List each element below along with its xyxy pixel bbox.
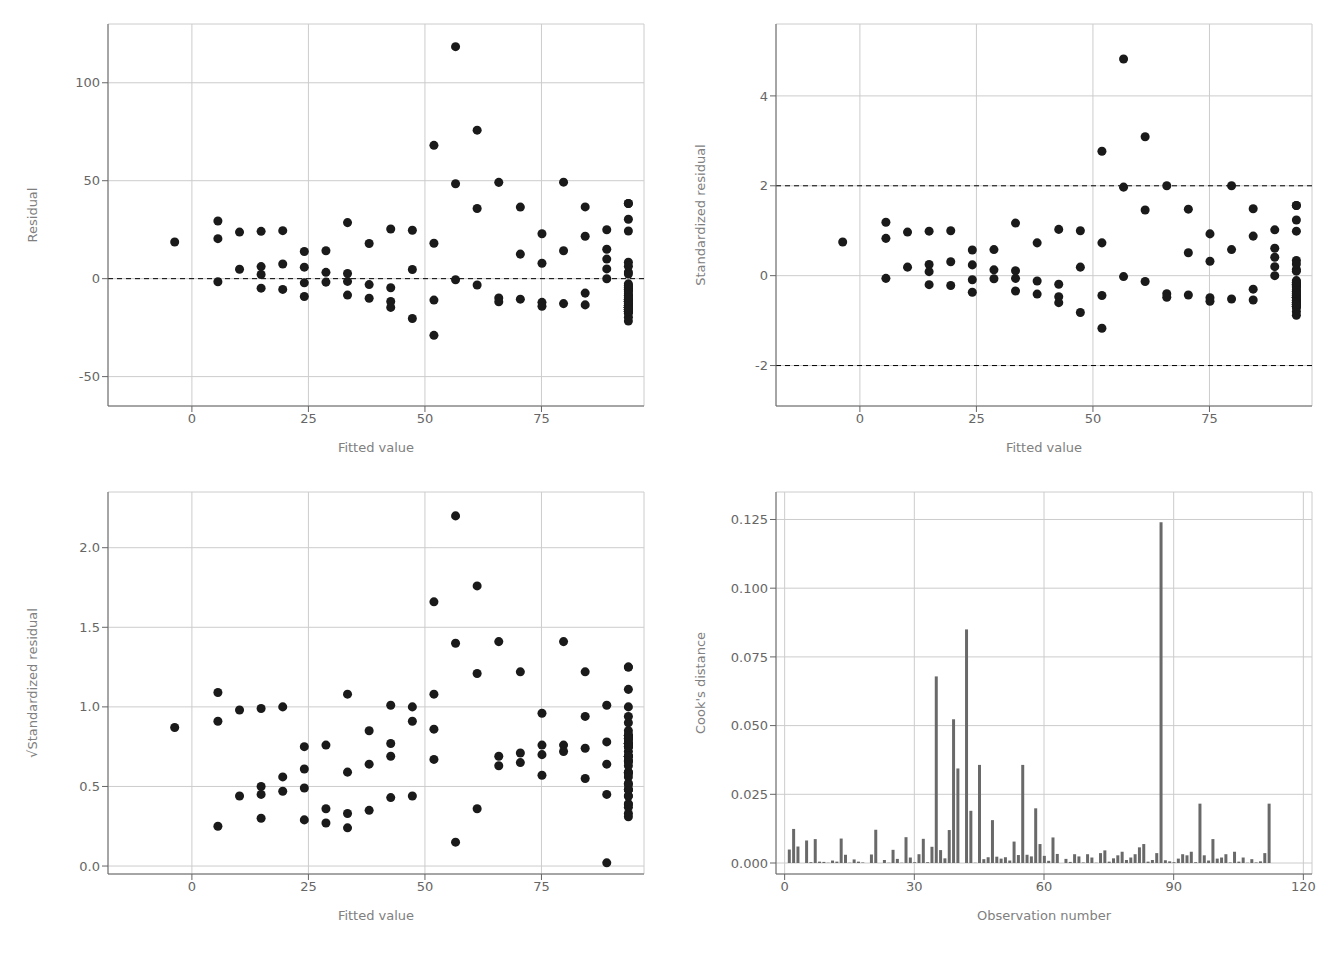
- svg-text:0.000: 0.000: [731, 856, 768, 871]
- svg-text:0.050: 0.050: [731, 718, 768, 733]
- svg-text:30: 30: [906, 879, 923, 894]
- svg-text:25: 25: [300, 879, 317, 894]
- svg-text:0.5: 0.5: [79, 779, 100, 794]
- svg-text:25: 25: [968, 411, 985, 426]
- svg-text:0.0: 0.0: [79, 859, 100, 874]
- svg-text:-50: -50: [79, 369, 100, 384]
- svg-text:25: 25: [300, 411, 317, 426]
- svg-text:60: 60: [1036, 879, 1053, 894]
- svg-text:Fitted value: Fitted value: [338, 908, 414, 923]
- svg-text:90: 90: [1165, 879, 1182, 894]
- svg-text:0.100: 0.100: [731, 581, 768, 596]
- svg-text:0: 0: [781, 879, 789, 894]
- svg-text:Fitted value: Fitted value: [1006, 440, 1082, 455]
- svg-text:-2: -2: [755, 358, 768, 373]
- svg-text:Observation number: Observation number: [977, 908, 1112, 923]
- svg-text:50: 50: [83, 173, 100, 188]
- svg-text:0.025: 0.025: [731, 787, 768, 802]
- svg-text:2: 2: [760, 178, 768, 193]
- svg-text:4: 4: [760, 89, 768, 104]
- svg-text:2.0: 2.0: [79, 540, 100, 555]
- svg-text:Fitted value: Fitted value: [338, 440, 414, 455]
- svg-text:0: 0: [92, 271, 100, 286]
- svg-text:75: 75: [533, 879, 550, 894]
- svg-text:75: 75: [1201, 411, 1218, 426]
- svg-text:50: 50: [417, 411, 434, 426]
- svg-text:Standardized residual: Standardized residual: [693, 144, 708, 285]
- svg-text:0: 0: [188, 411, 196, 426]
- svg-text:0: 0: [856, 411, 864, 426]
- svg-text:75: 75: [533, 411, 550, 426]
- svg-text:1.5: 1.5: [79, 620, 100, 635]
- svg-text:0.125: 0.125: [731, 512, 768, 527]
- svg-text:50: 50: [417, 879, 434, 894]
- svg-text:100: 100: [75, 75, 100, 90]
- svg-text:Residual: Residual: [25, 188, 40, 243]
- svg-text:1.0: 1.0: [79, 699, 100, 714]
- svg-text:50: 50: [1085, 411, 1102, 426]
- svg-text:120: 120: [1291, 879, 1316, 894]
- svg-text:0: 0: [188, 879, 196, 894]
- svg-text:0.075: 0.075: [731, 650, 768, 665]
- svg-text:0: 0: [760, 268, 768, 283]
- svg-text:Cook's distance: Cook's distance: [693, 632, 708, 734]
- svg-text:√Standardized residual: √Standardized residual: [25, 608, 40, 758]
